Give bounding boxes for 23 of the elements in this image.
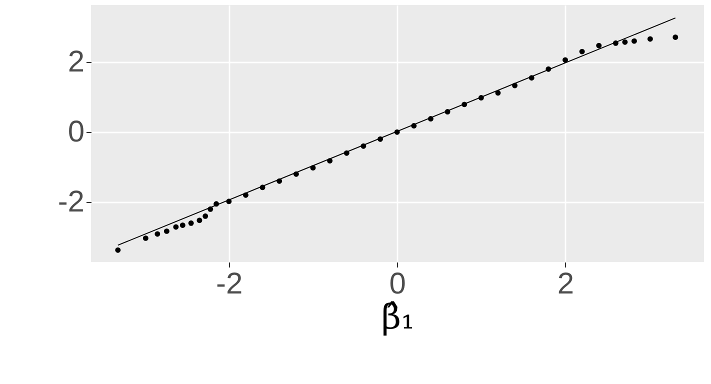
point xyxy=(647,36,653,42)
point xyxy=(154,231,160,237)
x-tick-label: 2 xyxy=(557,268,574,300)
x-tick-label: 0 xyxy=(389,268,406,300)
point xyxy=(180,222,186,228)
point xyxy=(115,247,121,253)
x-axis-title: β̂₁ xyxy=(381,298,415,338)
x-tick-label: -2 xyxy=(216,268,243,300)
point xyxy=(562,57,568,63)
point xyxy=(188,220,194,226)
y-tick-label: 2 xyxy=(68,46,84,79)
point xyxy=(596,42,602,48)
y-tick-label: -2 xyxy=(58,186,84,219)
point xyxy=(173,224,179,230)
point xyxy=(672,34,678,40)
point xyxy=(631,38,637,44)
point xyxy=(164,228,170,234)
point xyxy=(202,213,208,219)
point xyxy=(142,235,148,241)
point xyxy=(579,48,585,54)
y-tick-label: 0 xyxy=(68,116,84,149)
point xyxy=(622,39,628,45)
point xyxy=(196,218,202,224)
